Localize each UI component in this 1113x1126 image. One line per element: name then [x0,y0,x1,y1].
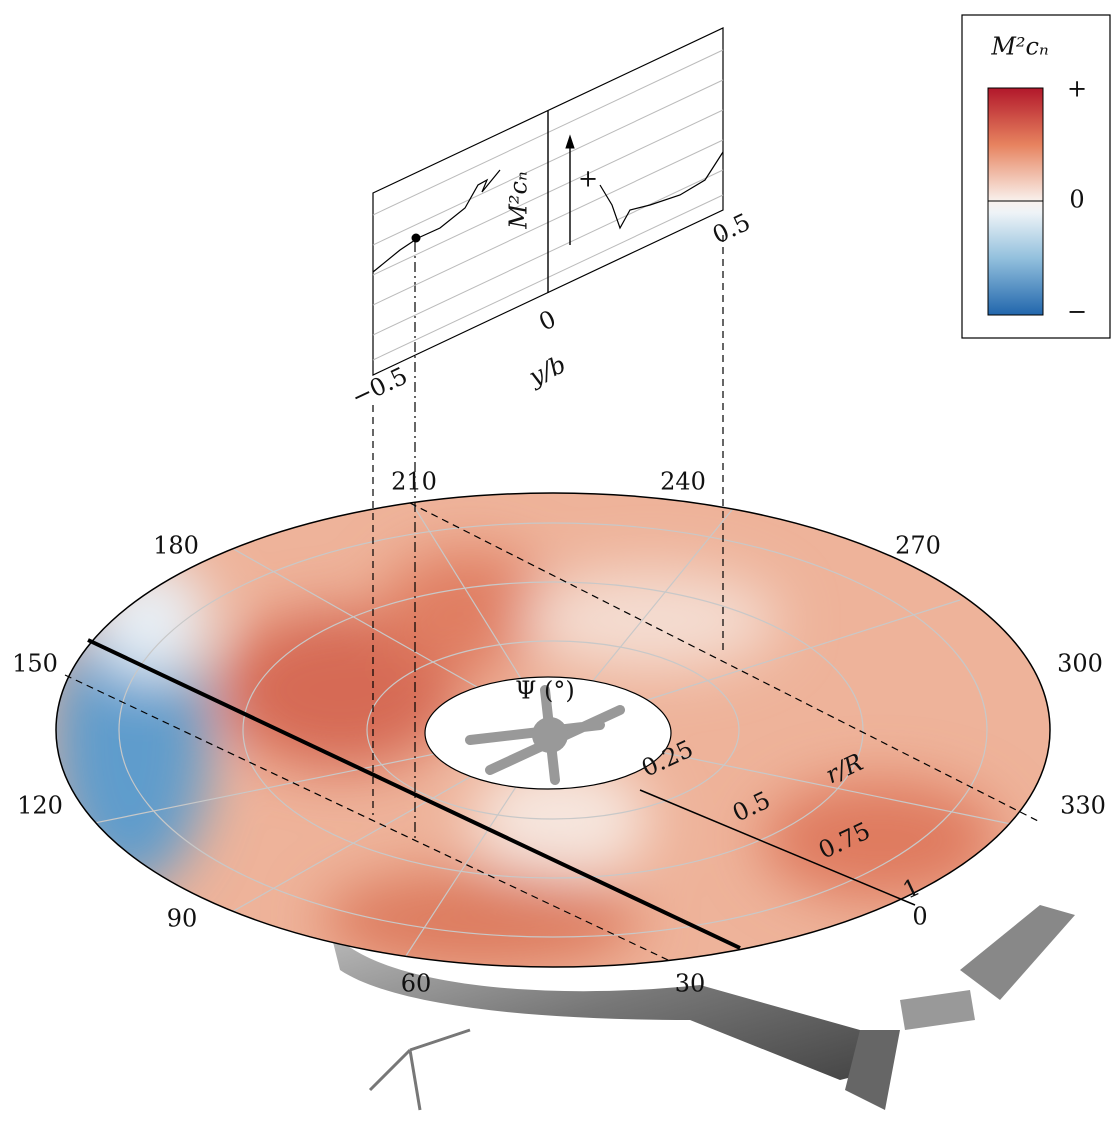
azimuth-label: 330 [1060,792,1106,820]
legend [962,15,1110,338]
figure: M²cₙ + y/b −0.5 0 0.5 Ψ (°) r/R M²cₙ + 0… [0,0,1113,1126]
azimuth-label: 150 [12,650,58,678]
azimuth-label: 120 [17,792,63,820]
azimuth-title: Ψ (°) [515,677,574,705]
azimuth-label: 90 [167,905,198,933]
rotor-disk [50,493,1050,970]
inset-x-tick: 0 [535,305,561,337]
inset-x-label: y/b [524,350,570,391]
azimuth-label: 270 [895,532,941,560]
azimuth-label: 240 [660,468,706,496]
azimuth-label: 0 [912,903,927,931]
azimuth-label: 30 [675,970,706,998]
legend-label: 0 [1069,186,1084,214]
inset-y-label: M²cₙ [505,171,533,229]
azimuth-label: 60 [401,970,432,998]
legend-label: + [1067,75,1087,103]
azimuth-label: 300 [1057,650,1103,678]
inset-arrow-label: + [578,165,598,193]
azimuth-label: 180 [153,532,199,560]
legend-title: M²cₙ [990,33,1048,61]
azimuth-label: 210 [391,468,437,496]
inset-x-tick: −0.5 [347,362,412,412]
legend-label: − [1067,298,1087,326]
